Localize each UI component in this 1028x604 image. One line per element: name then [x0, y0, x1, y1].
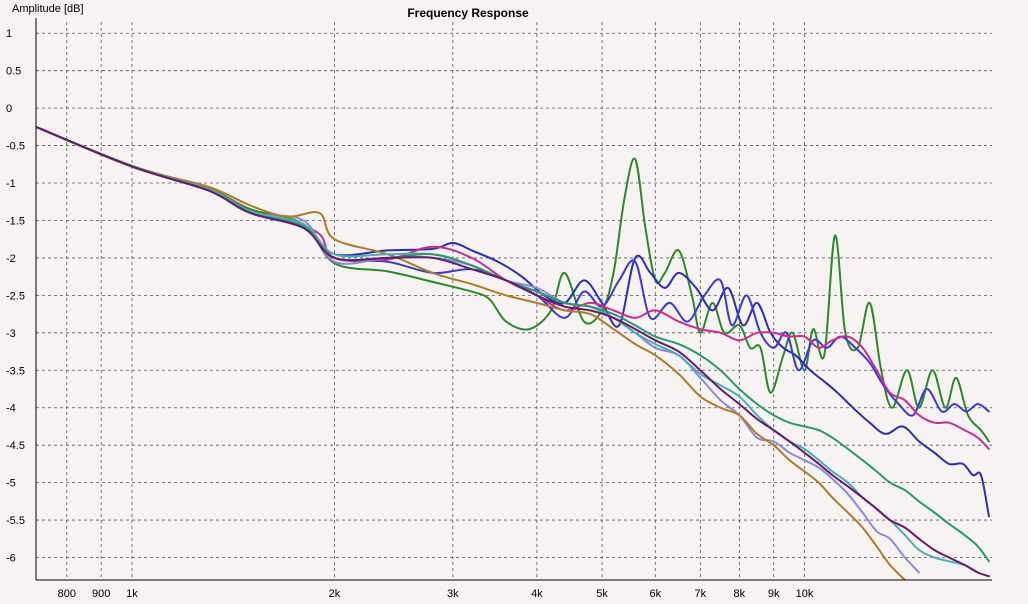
chart-title: Frequency Response — [407, 6, 529, 20]
y-tick-labels: 1 0.5 0 -0.5 -1 -1.5 -2 -2.5 -3 -3.5 -4 -4.5 -5 -5.5 -… — [6, 28, 25, 564]
series-line-5 — [36, 125, 920, 574]
series-line-6 — [36, 125, 906, 580]
y-tick-label: -4.5 — [6, 440, 25, 452]
y-tick-label: -5 — [6, 478, 16, 490]
y-tick-label: -3 — [6, 328, 16, 340]
x-tick-label: 2k — [329, 588, 341, 600]
x-tick-label: 1k — [126, 588, 138, 600]
x-tick-label: 9k — [768, 588, 780, 600]
y-tick-label: 0.5 — [6, 66, 21, 78]
axes — [35, 18, 992, 581]
y-tick-label: -2.5 — [6, 290, 25, 302]
x-tick-label: 800 — [58, 588, 76, 600]
y-tick-label: 0 — [6, 103, 12, 115]
y-tick-label: -2 — [6, 253, 16, 265]
x-tick-label: 7k — [695, 588, 707, 600]
series-line-2 — [36, 125, 990, 518]
series-line-1 — [36, 125, 990, 443]
series-line-3 — [36, 125, 990, 417]
y-axis-label: Amplitude [dB] — [12, 3, 84, 15]
x-tick-label: 5k — [596, 588, 608, 600]
y-tick-label: -6 — [6, 553, 16, 565]
x-tick-labels: 800 900 1k 2k 3k 4k 5k 6k 7k 8k 9k 10k — [58, 588, 814, 600]
series-lines — [36, 125, 990, 580]
x-tick-label: 8k — [734, 588, 746, 600]
y-tick-label: -0.5 — [6, 141, 25, 153]
x-tick-label: 900 — [92, 588, 110, 600]
y-tick-label: -4 — [6, 403, 16, 415]
y-tick-label: -3.5 — [6, 365, 25, 377]
x-tick-label: 3k — [447, 588, 459, 600]
x-tick-label: 6k — [649, 588, 661, 600]
x-tick-label: 10k — [796, 588, 814, 600]
x-tick-label: 4k — [531, 588, 543, 600]
y-tick-label: -1 — [6, 178, 16, 190]
y-tick-label: -1.5 — [6, 215, 25, 227]
series-line-9 — [36, 125, 990, 578]
y-tick-label: 1 — [6, 28, 12, 40]
y-tick-label: -5.5 — [6, 515, 25, 527]
